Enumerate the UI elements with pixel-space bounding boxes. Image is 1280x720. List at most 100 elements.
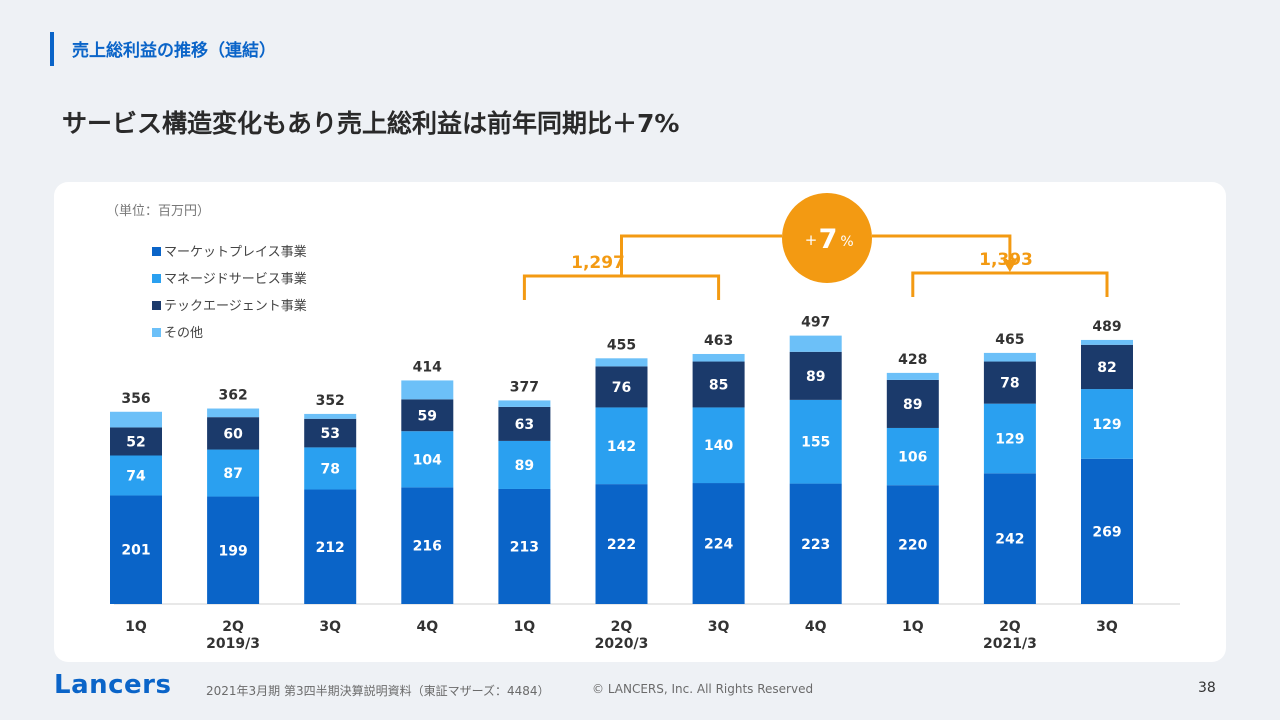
chart-panel: （単位：百万円） マーケットプレイス事業 マネージドサービス事業 テックエージェント事… — [54, 182, 1226, 662]
data-label: 213 — [510, 539, 539, 555]
bar-segment — [983, 473, 1036, 604]
data-label: 78 — [320, 461, 339, 477]
bar-segment — [304, 413, 357, 419]
data-label: 82 — [1097, 360, 1116, 376]
growth-arrowhead — [1002, 260, 1017, 272]
prev-period-total-label: 1,297 — [571, 253, 625, 273]
bar-segment — [1081, 458, 1133, 604]
data-label: 60 — [223, 426, 243, 442]
bar-segment — [886, 372, 939, 380]
legend-swatch — [152, 301, 161, 310]
growth-badge — [782, 193, 872, 283]
data-label: 140 — [704, 438, 733, 454]
growth-value: 7 — [819, 224, 838, 255]
bar-segment — [983, 352, 1036, 362]
bar-segment — [595, 358, 648, 367]
data-label: 142 — [607, 439, 636, 455]
bar-segment — [304, 418, 357, 448]
total-label: 489 — [1092, 319, 1121, 335]
growth-prefix: + — [805, 231, 818, 249]
footer-copyright: © LANCERS, Inc. All Rights Reserved — [592, 682, 814, 696]
footer-document-title: 2021年3月期 第3四半期決算説明資料（東証マザーズ：4484） — [206, 684, 550, 698]
data-label: 63 — [515, 417, 534, 433]
bar-segment — [983, 403, 1036, 474]
data-label: 220 — [898, 538, 927, 554]
data-label: 85 — [709, 377, 728, 393]
data-label: 89 — [515, 458, 534, 474]
data-label: 129 — [995, 431, 1024, 447]
total-label: 362 — [218, 388, 247, 404]
fiscal-year-label: 2021/3 — [983, 636, 1037, 652]
fiscal-year-label: 2020/3 — [595, 636, 649, 652]
bar-segment — [498, 400, 551, 407]
data-label: 59 — [418, 408, 437, 424]
total-label: 465 — [995, 332, 1024, 348]
bar-segment — [692, 407, 745, 484]
section-title: 売上総利益の推移（連結） — [72, 41, 276, 61]
legend-swatch — [152, 328, 161, 337]
total-label: 356 — [121, 391, 150, 407]
bar-segment — [401, 431, 454, 488]
bar-segment — [789, 351, 842, 400]
bar-segment — [983, 361, 1036, 404]
section-accent-bar — [50, 32, 54, 66]
data-label: 216 — [413, 539, 442, 555]
bar-segment — [498, 440, 551, 489]
prev-period-bracket — [522, 274, 721, 300]
total-label: 428 — [898, 352, 927, 368]
bar-segment — [692, 483, 745, 604]
bar-segment — [886, 379, 939, 428]
total-label: 497 — [801, 315, 830, 331]
legend-swatch — [152, 274, 161, 283]
data-label: 212 — [316, 540, 345, 556]
total-label: 352 — [316, 393, 345, 409]
data-label: 242 — [995, 532, 1024, 548]
x-tick-label: 3Q — [1096, 619, 1118, 635]
bar-segment — [1081, 344, 1133, 390]
bar-segment — [207, 417, 260, 450]
bar-segment — [789, 335, 842, 352]
x-tick-label: 3Q — [708, 619, 730, 635]
bar-segment — [595, 407, 648, 485]
data-label: 201 — [121, 543, 150, 559]
lancers-logo: Lancers — [54, 670, 172, 700]
total-label: 455 — [607, 337, 636, 353]
bar-segment — [110, 495, 162, 604]
bar-segment — [692, 353, 745, 362]
bar-segment — [498, 406, 551, 441]
x-tick-label: 4Q — [805, 619, 827, 635]
bar-segment — [401, 380, 454, 400]
x-tick-label: 1Q — [902, 619, 924, 635]
data-label: 155 — [801, 435, 830, 451]
total-label: 377 — [510, 379, 539, 395]
curr-period-bracket — [911, 271, 1109, 297]
page-headline: サービス構造変化もあり売上総利益は前年同期比＋7% — [62, 109, 680, 138]
bar-segment — [595, 484, 648, 604]
data-label: 74 — [126, 468, 146, 484]
data-label: 52 — [126, 434, 145, 450]
legend-label: マーケットプレイス事業 — [164, 244, 307, 260]
total-label: 414 — [413, 359, 442, 375]
bar-segment — [595, 366, 648, 408]
bar-segment — [110, 411, 162, 428]
bar-segment — [207, 408, 260, 418]
fiscal-year-label: 2019/3 — [206, 636, 260, 652]
gross-profit-chart: （単位：百万円） マーケットプレイス事業マネージドサービス事業テックエージェント事… — [106, 193, 1180, 652]
x-tick-label: 1Q — [125, 619, 147, 635]
bar-segment — [304, 447, 357, 490]
bar-segment — [1081, 339, 1133, 345]
bar-segment — [789, 483, 842, 604]
bar-segment — [110, 455, 162, 496]
total-label: 463 — [704, 333, 733, 349]
bar-segment — [207, 496, 260, 604]
data-label: 106 — [898, 450, 927, 466]
bar-segment — [886, 485, 939, 604]
data-label: 129 — [1092, 417, 1121, 433]
legend-label: テックエージェント事業 — [164, 298, 307, 314]
bar-segment — [789, 399, 842, 484]
legend-swatch — [152, 247, 161, 256]
data-label: 87 — [223, 466, 242, 482]
x-tick-label: 4Q — [416, 619, 438, 635]
bar-segment — [207, 449, 260, 497]
growth-connector-right — [872, 234, 1012, 262]
